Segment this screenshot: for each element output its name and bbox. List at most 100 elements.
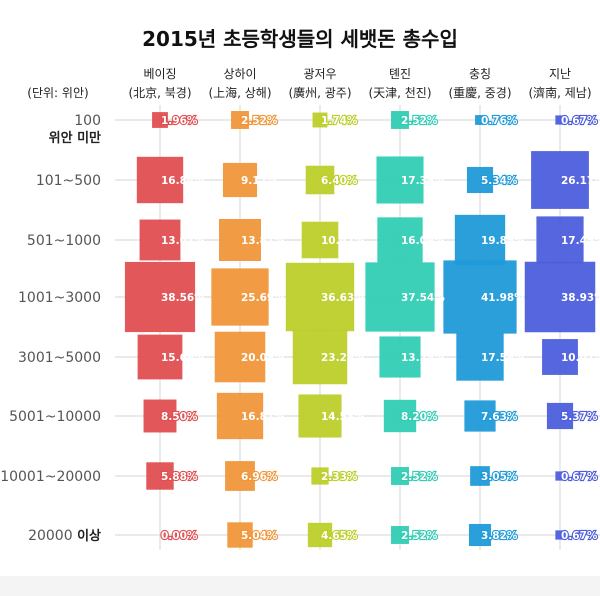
value-label: 2.52% [401,530,438,542]
column-header-name: 지난 [549,67,571,81]
value-label: 5.34% [481,175,518,187]
value-label: 26.17% [561,175,600,187]
value-label: 0.67% [561,471,598,483]
value-square [536,216,584,264]
row-label: 10001~20000 [0,469,101,485]
value-square [475,115,485,125]
value-label: 10.47% [321,235,365,247]
value-label: 38.56% [161,292,205,304]
value-label: 19.85% [481,235,525,247]
column-header-name: 충칭 [469,67,491,81]
value-square [139,219,181,261]
value-label: 37.54% [401,292,445,304]
value-label: 8.50% [161,411,198,423]
value-label: 16.09% [401,235,445,247]
value-label: 1.96% [161,115,198,127]
footer-band [0,576,600,596]
value-label: 13.25% [401,352,445,364]
value-label: 14.53% [321,411,365,423]
value-square [211,268,269,326]
column-header-name: 톈진 [389,67,411,81]
value-square [124,261,196,333]
value-label: 16.84% [161,175,205,187]
square-matrix-chart: 2015년 초등학생들의 세뱃돈 총수입 (단위: 위안) 베이징 (北京, 북경… [0,27,600,550]
value-label: 4.65% [321,530,358,542]
value-square [391,467,409,485]
value-label: 6.96% [241,471,278,483]
value-square [365,262,435,332]
value-label: 5.04% [241,530,278,542]
column-header-sub: (北京, 북경) [128,86,191,100]
column-header-name: 베이징 [143,67,176,81]
value-label: 41.98% [481,292,525,304]
unit-label: (단위: 위안) [27,86,88,100]
value-square [298,394,342,438]
column-header-sub: (廣州, 광주) [288,86,351,100]
value-label: 20.05% [241,352,285,364]
value-label: 5.88% [161,471,198,483]
row-label: 20000 이상 [28,528,101,544]
column-headers: 베이징 (北京, 북경) 상하이 (上海, 상해) 광저우 (廣州, 광주) 톈진 (天津, … [128,67,591,100]
row-label-secondary: 위안 미만 [49,130,101,146]
value-label: 6.40% [321,175,358,187]
value-label: 7.63% [481,411,518,423]
value-label: 2.52% [401,115,438,127]
value-square [136,156,184,204]
column-header-sub: (重慶, 중경) [448,86,511,100]
value-label: 0.67% [561,530,598,542]
row-label-suffix: 이상 [77,528,101,544]
value-square [555,115,565,125]
value-label: 0.00% [161,530,198,542]
value-label: 2.52% [241,115,278,127]
value-square [214,331,266,383]
value-label: 16.81% [241,411,285,423]
value-label: 15.69% [161,352,205,364]
value-square [464,400,496,432]
value-square [307,522,333,548]
row-label-number: 20000 [28,528,77,544]
row-label: 101~500 [36,173,101,189]
value-square [312,112,328,128]
value-square [301,221,339,259]
value-label: 13.81% [241,235,285,247]
row-label: 1001~3000 [18,290,101,306]
value-label: 8.20% [401,411,438,423]
value-square [216,392,264,440]
value-label: 10.07% [561,352,600,364]
row-label: 3001~5000 [18,350,101,366]
value-square [443,260,517,334]
chart-title: 2015년 초등학생들의 세뱃돈 총수입 [142,27,458,51]
value-label: 17.56% [481,352,525,364]
value-square [225,461,255,491]
value-square [231,111,249,129]
value-square [379,336,421,378]
value-label: 25.69% [241,292,285,304]
value-label: 1.74% [321,115,358,127]
value-square [137,334,183,380]
value-label: 5.37% [561,411,598,423]
value-square [555,530,565,540]
value-square [546,402,574,430]
value-square [470,466,490,486]
row-label: 501~1000 [27,233,101,249]
value-label: 3.82% [481,530,518,542]
value-label: 38.93% [561,292,600,304]
value-square [391,111,409,129]
row-label: 5001~10000 [9,409,101,425]
row-label: 100 [74,113,101,129]
value-square [466,166,494,194]
value-square [542,339,578,375]
value-square [219,219,261,261]
value-label: 36.63% [321,292,365,304]
column-header-sub: (上海, 상해) [208,85,271,100]
data-labels: 1.96% 16.84% 13.07% 38.56% 15.69% 8.50% 5.88% 0… [160,114,600,543]
value-square [143,399,177,433]
value-square [391,526,409,544]
value-square [555,471,565,481]
value-label: 3.05% [481,471,518,483]
value-square [376,156,424,204]
value-square [152,112,168,128]
value-square [468,523,492,547]
value-square [285,262,355,332]
